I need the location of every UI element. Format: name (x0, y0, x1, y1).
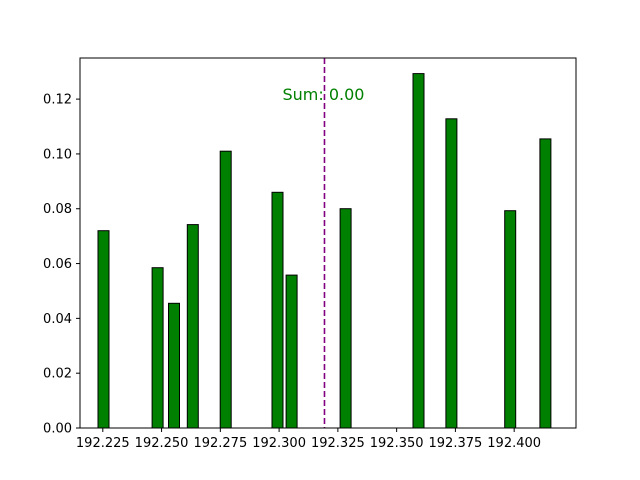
x-tick-label: 192.350 (370, 436, 424, 451)
y-axis: 0.00 0.02 0.04 0.06 0.08 0.10 0.12 (43, 93, 80, 437)
y-tick-label: 0.04 (43, 312, 72, 327)
x-tick-label: 192.225 (76, 436, 130, 451)
bar (412, 73, 425, 429)
bar (151, 267, 164, 429)
x-tick-label: 192.375 (429, 436, 483, 451)
bar (445, 118, 458, 429)
bar (504, 210, 517, 429)
y-tick-label: 0.10 (43, 147, 72, 162)
x-tick-label: 192.275 (193, 436, 247, 451)
y-tick-label: 0.02 (43, 367, 72, 382)
bar (97, 230, 110, 429)
x-tick-label: 192.300 (252, 436, 306, 451)
bars-group (97, 73, 552, 429)
y-tick-label: 0.06 (43, 257, 72, 272)
bar (539, 138, 552, 429)
bar (219, 150, 232, 429)
sum-annotation: Sum: 0.00 (282, 85, 364, 104)
plot-frame (79, 57, 577, 429)
bar (186, 224, 199, 429)
y-tick-label: 0.00 (43, 422, 72, 437)
bar (339, 208, 352, 429)
bar (168, 302, 180, 429)
x-axis: 192.225 192.250 192.275 192.300 192.325 192.3… (76, 428, 541, 451)
bar (285, 274, 298, 429)
y-tick-label: 0.08 (43, 202, 72, 217)
x-tick-label: 192.325 (311, 436, 365, 451)
x-tick-label: 192.250 (135, 436, 189, 451)
x-tick-label: 192.400 (487, 436, 541, 451)
bar (271, 191, 284, 429)
y-tick-label: 0.12 (43, 93, 72, 108)
